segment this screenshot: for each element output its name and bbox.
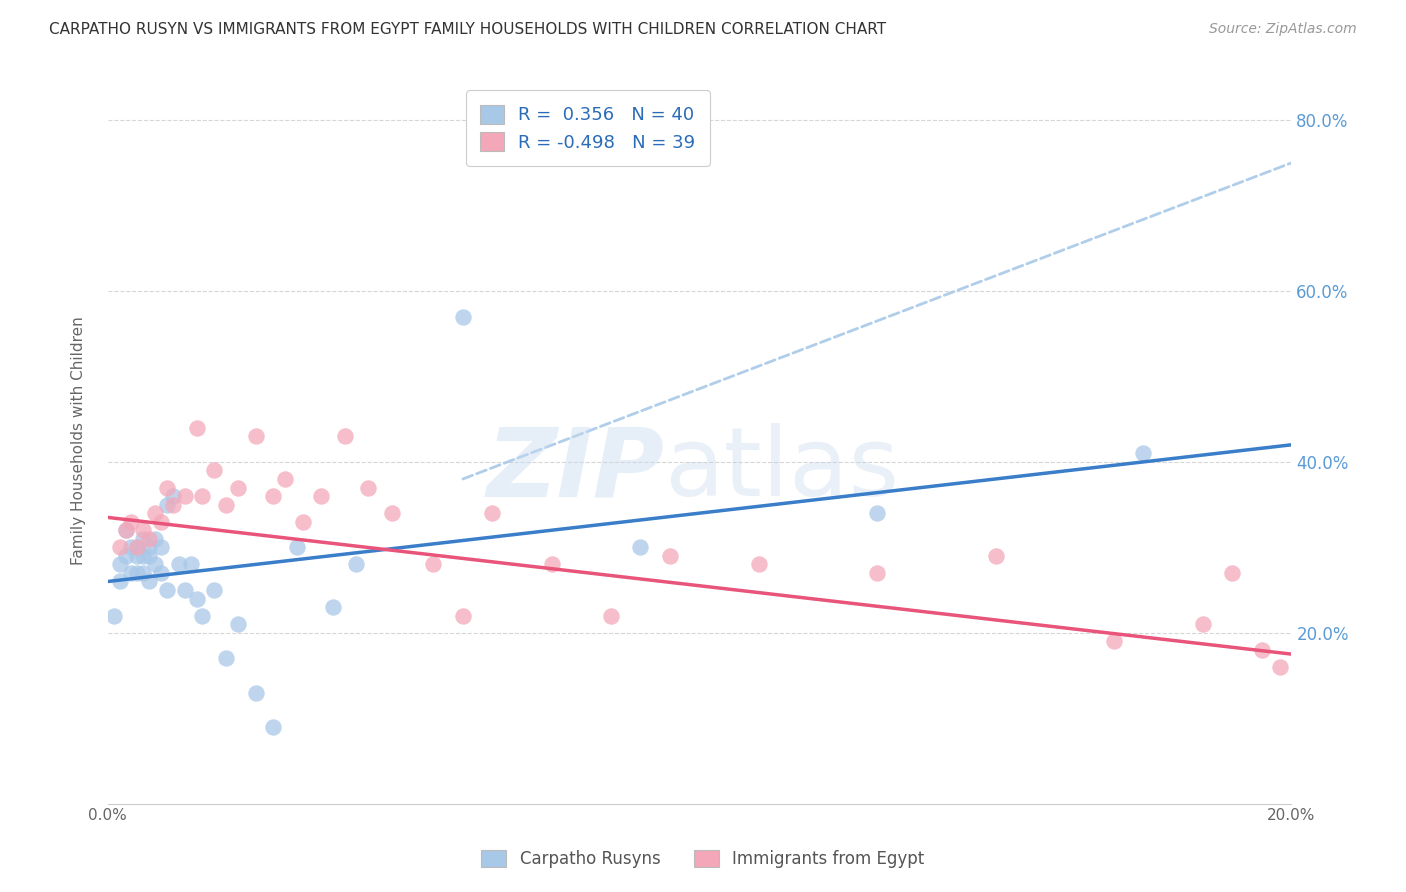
Point (167, 558, 190, 572)
Text: atlas: atlas (664, 423, 900, 516)
Point (226, 617, 249, 632)
Point (344, 558, 367, 572)
Point (202, 582, 225, 597)
Y-axis label: Family Households with Children: Family Households with Children (72, 316, 86, 565)
Point (127, 566, 149, 580)
Point (156, 481, 179, 495)
Point (357, 481, 380, 495)
Point (659, 549, 682, 563)
Legend: Carpatho Rusyns, Immigrants from Egypt: Carpatho Rusyns, Immigrants from Egypt (474, 842, 932, 877)
Point (186, 591, 208, 606)
Point (162, 489, 184, 503)
Point (114, 549, 136, 563)
Point (150, 566, 173, 580)
Point (245, 429, 267, 443)
Point (127, 549, 149, 563)
Point (422, 558, 444, 572)
Point (132, 549, 155, 563)
Point (866, 566, 889, 580)
Point (215, 651, 238, 665)
Point (1250, 643, 1272, 657)
Point (143, 532, 166, 546)
Point (114, 523, 136, 537)
Text: ZIP: ZIP (486, 423, 664, 516)
Point (1102, 634, 1125, 648)
Legend: R =  0.356   N = 40, R = -0.498   N = 39: R = 0.356 N = 40, R = -0.498 N = 39 (465, 90, 710, 166)
Text: CARPATHO RUSYN VS IMMIGRANTS FROM EGYPT FAMILY HOUSEHOLDS WITH CHILDREN CORRELAT: CARPATHO RUSYN VS IMMIGRANTS FROM EGYPT … (49, 22, 886, 37)
Point (263, 720, 285, 734)
Point (162, 498, 184, 512)
Point (333, 429, 356, 443)
Point (1268, 660, 1291, 674)
Point (143, 558, 166, 572)
Point (120, 515, 142, 529)
Text: Source: ZipAtlas.com: Source: ZipAtlas.com (1209, 22, 1357, 37)
Point (191, 608, 214, 623)
Point (451, 310, 474, 324)
Point (191, 489, 214, 503)
Point (150, 515, 173, 529)
Point (202, 463, 225, 477)
Point (138, 549, 160, 563)
Point (451, 608, 474, 623)
Point (132, 532, 155, 546)
Point (226, 481, 249, 495)
Point (381, 506, 404, 520)
Point (866, 506, 889, 520)
Point (127, 541, 149, 555)
Point (127, 541, 149, 555)
Point (120, 566, 142, 580)
Point (245, 685, 267, 699)
Point (1132, 446, 1154, 460)
Point (285, 541, 308, 555)
Point (215, 498, 238, 512)
Point (138, 541, 160, 555)
Point (748, 558, 770, 572)
Point (274, 472, 297, 486)
Point (138, 532, 160, 546)
Point (481, 506, 503, 520)
Point (263, 489, 285, 503)
Point (186, 421, 208, 435)
Point (628, 541, 651, 555)
Point (143, 506, 166, 520)
Point (138, 574, 160, 589)
Point (540, 558, 562, 572)
Point (132, 566, 155, 580)
Point (1191, 617, 1213, 632)
Point (156, 498, 179, 512)
Point (132, 523, 155, 537)
Point (156, 582, 179, 597)
Point (180, 558, 202, 572)
Point (173, 582, 195, 597)
Point (108, 574, 131, 589)
Point (108, 541, 131, 555)
Point (322, 600, 344, 615)
Point (173, 489, 195, 503)
Point (309, 489, 332, 503)
Point (292, 515, 315, 529)
Point (984, 549, 1007, 563)
Point (150, 541, 173, 555)
Point (114, 523, 136, 537)
Point (120, 541, 142, 555)
Point (599, 608, 621, 623)
Point (103, 608, 125, 623)
Point (108, 558, 131, 572)
Point (1220, 566, 1243, 580)
